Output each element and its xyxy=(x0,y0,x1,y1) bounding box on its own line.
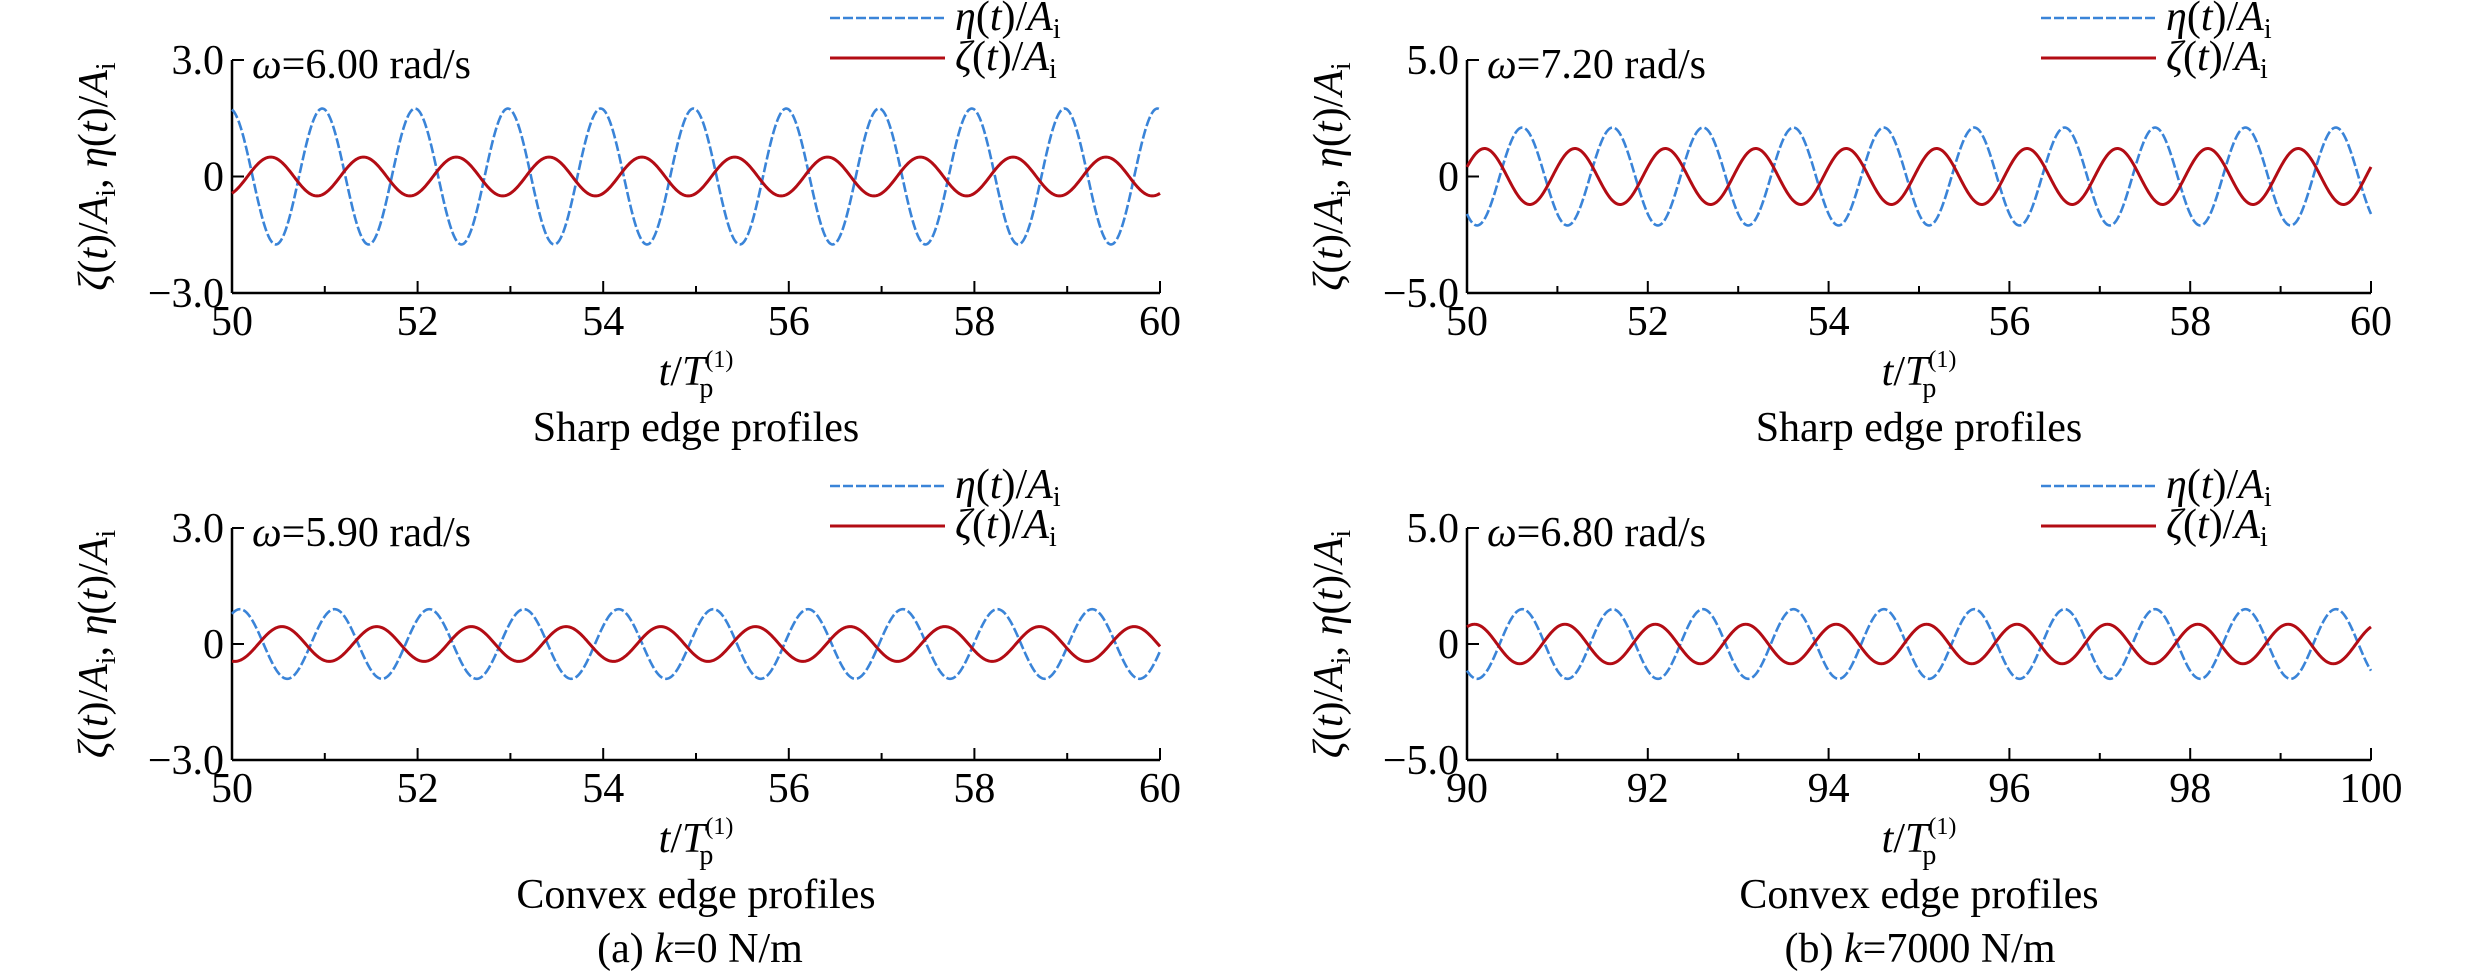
x-tick-label: 58 xyxy=(2169,299,2211,345)
x-axis-label: t/T(1) p xyxy=(1882,347,1957,404)
chart-panel-0: 50 52 54 56 58 60 3.0 0 −3.0 ζ(t)/Ai, η(t)/Ai t/T(… xyxy=(71,0,1181,451)
x-tick-label: 98 xyxy=(2169,766,2211,812)
x-tick-label: 52 xyxy=(1627,299,1669,345)
x-tick-label: 50 xyxy=(211,766,253,812)
x-axis-label: t/T(1) p xyxy=(659,814,734,871)
y-tick-label: −3.0 xyxy=(148,738,224,784)
y-tick-label: 0 xyxy=(1438,155,1459,201)
chart-panel-2: 50 52 54 56 58 60 3.0 0 −3.0 ζ(t)/Ai, η(t)/Ai t/T(… xyxy=(71,462,1181,918)
eta-series-line xyxy=(1465,126,2373,227)
x-tick-label: 58 xyxy=(953,299,995,345)
omega-annotation: ω=7.20 rad/s xyxy=(1487,42,1706,88)
x-tick-label: 94 xyxy=(1808,766,1850,812)
x-tick-label: 54 xyxy=(582,766,624,812)
y-tick-label: 3.0 xyxy=(172,38,225,84)
zeta-series-line xyxy=(1465,147,2373,206)
zeta-series-line xyxy=(231,155,1161,198)
zeta-series-line xyxy=(231,625,1162,663)
x-tick-label: 92 xyxy=(1627,766,1669,812)
zeta-legend-label: ζ(t)/Ai xyxy=(955,502,1057,553)
chart-panel-1: 50 52 54 56 58 60 5.0 0 −5.0 ζ(t)/Ai, η(t)/Ai t/T(… xyxy=(1306,0,2392,451)
profile-label: Convex edge profiles xyxy=(1739,872,2098,918)
x-tick-label: 50 xyxy=(1446,299,1488,345)
y-tick-label: 5.0 xyxy=(1407,38,1460,84)
y-tick-label: −5.0 xyxy=(1383,271,1459,317)
y-axis-label: ζ(t)/Ai, η(t)/Ai xyxy=(71,530,122,759)
y-axis-label: ζ(t)/Ai, η(t)/Ai xyxy=(1306,62,1357,291)
x-tick-label: 54 xyxy=(582,299,624,345)
caption-a: (a) k=0 N/m xyxy=(597,926,803,972)
zeta-legend-label: ζ(t)/Ai xyxy=(2166,34,2268,85)
y-tick-label: 5.0 xyxy=(1407,506,1460,552)
x-axis-label: t/T(1) p xyxy=(659,347,734,404)
omega-annotation: ω=6.00 rad/s xyxy=(252,42,471,88)
x-tick-label: 52 xyxy=(397,766,439,812)
profile-label: Convex edge profiles xyxy=(516,872,875,918)
profile-label: Sharp edge profiles xyxy=(1756,405,2083,451)
x-tick-label: 52 xyxy=(397,299,439,345)
caption-b: (b) k=7000 N/m xyxy=(1785,926,2056,972)
zeta-series-line xyxy=(1466,622,2372,666)
y-tick-label: 0 xyxy=(1438,622,1459,668)
x-axis-label: t/T(1) p xyxy=(1882,814,1957,871)
x-tick-label: 100 xyxy=(2340,766,2403,812)
x-tick-label: 56 xyxy=(768,766,810,812)
x-tick-label: 50 xyxy=(211,299,253,345)
x-tick-label: 58 xyxy=(953,766,995,812)
y-tick-label: 0 xyxy=(203,622,224,668)
profile-label: Sharp edge profiles xyxy=(533,405,860,451)
eta-legend-label: η(t)/Ai xyxy=(2166,0,2272,45)
x-tick-label: 60 xyxy=(1139,299,1181,345)
eta-legend-label: η(t)/Ai xyxy=(955,462,1061,513)
omega-annotation: ω=5.90 rad/s xyxy=(252,510,471,556)
y-tick-label: 0 xyxy=(203,155,224,201)
eta-legend-label: η(t)/Ai xyxy=(2166,462,2272,513)
eta-series-line xyxy=(1465,607,2373,681)
x-tick-label: 60 xyxy=(1139,766,1181,812)
zeta-legend-label: ζ(t)/Ai xyxy=(955,34,1057,85)
y-axis-label: ζ(t)/Ai, η(t)/Ai xyxy=(71,62,122,291)
x-tick-label: 56 xyxy=(768,299,810,345)
x-tick-label: 60 xyxy=(2350,299,2392,345)
x-tick-label: 96 xyxy=(1988,766,2030,812)
chart-panel-3: 90 92 94 96 98 100 5.0 0 −5.0 ζ(t)/Ai, η(t)/Ai t/T… xyxy=(1306,462,2403,918)
zeta-legend-label: ζ(t)/Ai xyxy=(2166,502,2268,553)
y-axis-label: ζ(t)/Ai, η(t)/Ai xyxy=(1306,530,1357,759)
x-tick-label: 90 xyxy=(1446,766,1488,812)
x-tick-label: 56 xyxy=(1988,299,2030,345)
x-tick-label: 54 xyxy=(1808,299,1850,345)
omega-annotation: ω=6.80 rad/s xyxy=(1487,510,1706,556)
eta-series-line xyxy=(231,607,1162,681)
y-tick-label: −5.0 xyxy=(1383,738,1459,784)
y-tick-label: −3.0 xyxy=(148,271,224,317)
y-tick-label: 3.0 xyxy=(172,506,225,552)
eta-series-line xyxy=(231,107,1161,246)
eta-legend-label: η(t)/Ai xyxy=(955,0,1061,45)
